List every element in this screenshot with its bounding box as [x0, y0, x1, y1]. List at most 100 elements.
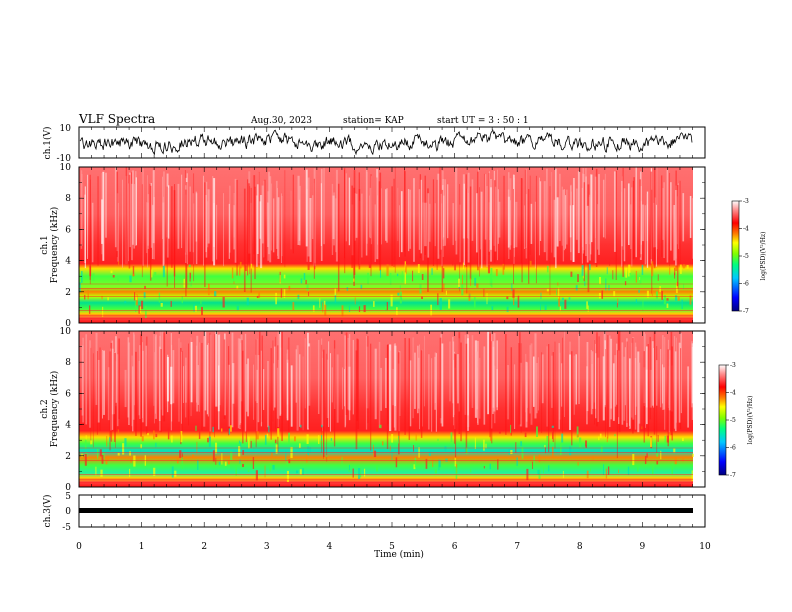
spectrogram-flicker — [558, 287, 560, 299]
spectrogram-streak — [466, 188, 469, 239]
spectrogram-burst — [250, 187, 252, 293]
spectrogram-flicker — [473, 297, 476, 308]
spectrogram-flicker — [250, 440, 252, 448]
spectrogram-burst — [386, 345, 389, 450]
spectrogram-streak — [604, 173, 606, 239]
spectrogram-streak — [570, 185, 572, 253]
ch2-spectrogram-panel: 0 2 4 6 8 10 ch.2 Frequency (kHz) — [40, 327, 706, 493]
spectrogram-flicker — [568, 297, 571, 300]
spectrogram-streak — [427, 354, 430, 430]
spectrogram-flicker — [543, 463, 544, 474]
spectrogram-flicker — [280, 288, 282, 298]
spectrogram-flicker — [314, 262, 316, 270]
spectrogram-streak — [328, 341, 330, 428]
spectrogram-streak — [206, 201, 209, 248]
spectrogram-streak — [678, 342, 681, 423]
spectrogram-flicker — [200, 300, 202, 305]
time-axis-title: Time (min) — [374, 549, 424, 560]
spectrogram-streak — [624, 347, 626, 406]
spectrogram-flicker — [635, 270, 638, 283]
spectrogram-streak — [102, 349, 104, 419]
spectrogram-flicker — [102, 306, 104, 317]
spectrogram-burst — [110, 342, 113, 442]
spectrogram-burst — [193, 173, 195, 282]
spectrogram-flicker — [540, 292, 542, 300]
spectrogram-flicker — [395, 457, 398, 468]
spectrogram-streak — [331, 367, 333, 403]
spectrogram-flicker — [250, 263, 253, 269]
spectrogram-streak — [538, 177, 540, 256]
spectrogram-streak — [139, 345, 141, 419]
spectrogram-flicker — [140, 444, 142, 449]
spectrogram-flicker — [154, 272, 157, 275]
spectrogram-flicker — [618, 469, 620, 473]
spectrogram-flicker — [245, 430, 247, 443]
spectrogram-flicker — [657, 434, 659, 442]
spectrogram-streak — [91, 202, 94, 263]
spectrogram-flicker — [288, 432, 290, 444]
spectrogram-streak — [590, 349, 592, 415]
spectrogram-flicker — [613, 291, 616, 297]
spectrogram-flicker — [659, 286, 661, 293]
spectrogram-flicker — [256, 431, 259, 440]
spectrogram-streak — [616, 343, 618, 405]
spectrogram-streak — [609, 348, 612, 420]
spectrogram-streak — [155, 334, 157, 419]
spectrogram-streak — [394, 345, 397, 431]
spectrogram-flicker — [258, 292, 261, 298]
spectrogram-streak — [203, 336, 206, 427]
spectrogram-streak — [613, 171, 616, 252]
spectrogram-streak — [689, 195, 692, 238]
colorbar-tick-label: -4 — [730, 390, 736, 397]
spectrogram-flicker — [129, 468, 131, 478]
spectrogram-flicker — [506, 296, 509, 300]
spectrogram-flicker — [656, 460, 659, 465]
spectrogram-streak — [80, 170, 83, 249]
spectrogram-flicker — [170, 300, 172, 307]
spectrogram-streak — [286, 353, 288, 419]
time-tick-label: 8 — [577, 542, 583, 552]
spectrogram-streak — [87, 174, 88, 259]
spectrogram-flicker — [230, 451, 233, 461]
spectrogram-flicker — [198, 429, 201, 439]
ch1-waveform-line — [79, 129, 693, 156]
spectrogram-flicker — [588, 264, 591, 271]
spectrogram-flicker — [655, 291, 658, 299]
ch1-spectrogram-yticks: 0 2 4 6 8 10 — [60, 163, 705, 329]
spectrogram-flicker — [445, 458, 448, 462]
spectrogram-streak — [508, 172, 510, 259]
spectrogram-burst — [427, 188, 429, 292]
spectrogram-flicker — [264, 465, 266, 478]
spectrogram-burst — [587, 184, 590, 293]
spectrogram-flicker — [532, 461, 534, 469]
spectrogram-streak — [229, 185, 231, 253]
spectrogram-flicker — [181, 296, 183, 304]
spectrogram-flicker — [438, 459, 441, 468]
spectrogram-flicker — [624, 281, 627, 286]
spectrogram-streak — [399, 205, 400, 258]
spectrogram-streak — [444, 179, 446, 246]
spectrogram-flicker — [455, 467, 458, 480]
spectrogram-flicker — [96, 448, 99, 459]
spectrogram-flicker — [601, 290, 604, 299]
spectrogram-streak — [216, 204, 218, 260]
spectrogram-flicker — [100, 469, 103, 477]
spectrogram-flicker — [235, 465, 237, 476]
spectrogram-flicker — [590, 468, 591, 472]
spectrogram-streak — [598, 174, 600, 255]
spectrogram-streak — [380, 367, 382, 411]
spectrogram-flicker — [79, 282, 81, 293]
spectrogram-streak — [575, 188, 578, 240]
spectrogram-burst — [367, 336, 369, 424]
spectrogram-streak — [457, 354, 459, 404]
spectrogram-flicker — [224, 461, 227, 466]
spectrogram-burst — [96, 351, 98, 435]
spectrogram-flicker — [635, 299, 638, 303]
spectrogram-flicker — [286, 461, 289, 467]
spectrogram-streak — [163, 196, 165, 267]
spectrogram-flicker — [158, 292, 161, 303]
spectrogram-flicker — [92, 273, 95, 281]
spectrogram-flicker — [461, 274, 463, 284]
spectrogram-streak — [656, 167, 658, 249]
spectrogram-flicker — [548, 465, 550, 472]
